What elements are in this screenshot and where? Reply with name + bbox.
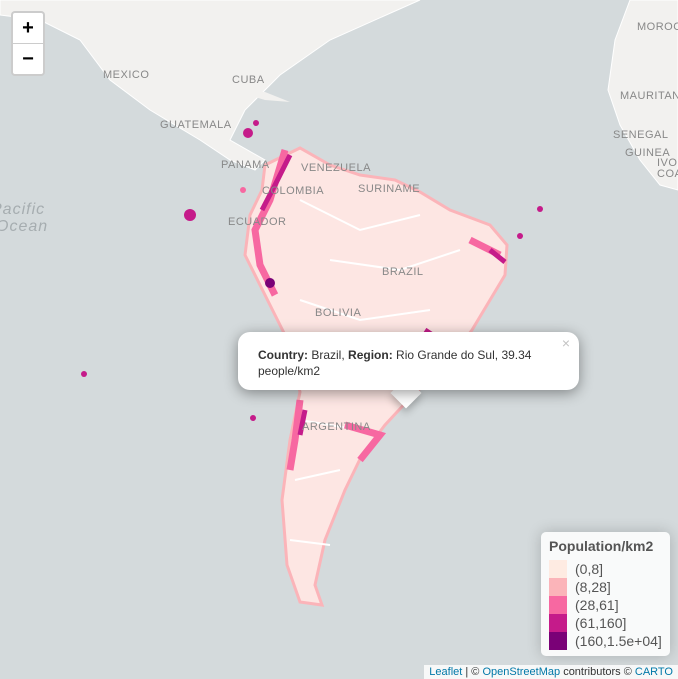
map-label: BOLIVIA (315, 307, 362, 319)
legend-swatch (549, 596, 567, 614)
island (240, 187, 246, 193)
zoom-control: + − (11, 11, 45, 76)
legend-label: (28,61] (575, 597, 619, 613)
legend-label: (8,28] (575, 579, 611, 595)
map-label: CUBA (232, 74, 265, 86)
coast-density (251, 148, 502, 471)
link[interactable]: CARTO (634, 666, 673, 678)
map-label: MOROCCO (637, 21, 678, 33)
legend-item: (160,1.5e+04] (549, 632, 662, 650)
legend: Population/km2 (0,8] (8,28] (28,61] (61,160… (541, 532, 670, 656)
legend-swatch (549, 614, 567, 632)
legend-swatch (549, 578, 567, 596)
legend-item: (61,160] (549, 614, 662, 632)
legend-label: (160,1.5e+04] (575, 633, 662, 649)
map-label: BRAZIL (382, 266, 424, 278)
map-label: ARGENTINA (302, 421, 371, 433)
legend-title: Population/km2 (549, 538, 654, 554)
legend-swatch (549, 632, 567, 650)
legend-label: (61,160] (575, 615, 627, 631)
map-label: GUINEA (625, 147, 671, 159)
field-label: Region: (348, 348, 393, 362)
map-label: ECUADOR (228, 216, 287, 228)
field-label: Country: (258, 348, 308, 362)
map-label: MEXICO (103, 69, 150, 81)
island (517, 233, 523, 239)
text: contributors © (563, 666, 632, 678)
island (243, 128, 253, 138)
legend-item: (0,8] (549, 560, 662, 578)
zoom-in[interactable]: + (22, 17, 34, 39)
popup-content: Country: Brazil, Region: Rio Grande do S… (258, 347, 548, 379)
coast-density-high (259, 153, 507, 436)
map-label: SURINAME (358, 183, 421, 195)
text: | © (465, 666, 480, 678)
legend-items: (0,8] (8,28] (28,61] (61,160] (160,1.5e+04] (549, 560, 662, 650)
link[interactable]: OpenStreetMap (482, 666, 561, 678)
island (81, 371, 87, 377)
map-label: IVO (657, 157, 678, 169)
map-label: PANAMA (221, 159, 270, 171)
ocean-label: Pacific (0, 201, 46, 218)
legend-label: (0,8] (575, 561, 604, 577)
map-label: COA (657, 168, 678, 180)
ocean-label: Ocean (0, 218, 49, 235)
map-label: SENEGAL (613, 129, 669, 141)
cuba (225, 88, 290, 102)
north-america (0, 0, 421, 171)
legend-swatch (549, 560, 567, 578)
island (265, 278, 275, 288)
link[interactable]: Leaflet (429, 666, 463, 678)
field-value: Brazil, (311, 348, 345, 362)
popup: × Country: Brazil, Region: Rio Grande do… (238, 332, 579, 390)
attribution: Leaflet | © OpenStreetMap contributors ©… (424, 665, 678, 679)
legend-item: (28,61] (549, 596, 662, 614)
field-value: Rio Grande do Sul, 39.34 people/km2 (258, 348, 532, 378)
africa (607, 0, 678, 191)
map-label: GUATEMALA (160, 119, 232, 131)
island (253, 120, 259, 126)
popup-close[interactable]: × (561, 335, 570, 351)
island (250, 415, 256, 421)
island (184, 209, 196, 221)
map-label: VENEZUELA (301, 162, 371, 174)
legend-item: (8,28] (549, 578, 662, 596)
map-label: MAURITANIA (620, 90, 678, 102)
map-label: COLOMBIA (262, 185, 325, 197)
zoom-out[interactable]: − (13, 43, 43, 74)
island (537, 206, 543, 212)
